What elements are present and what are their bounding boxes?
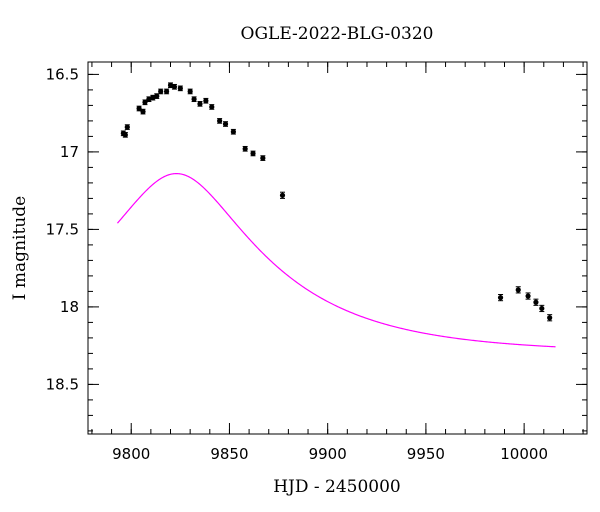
data-marker	[515, 287, 521, 293]
x-tick-label: 9950	[407, 445, 445, 463]
data-point	[515, 286, 521, 294]
y-tick-label: 17.5	[46, 220, 79, 238]
data-point	[230, 128, 236, 135]
data-marker	[525, 293, 531, 299]
data-marker	[539, 305, 545, 312]
y-tick-label: 16.5	[46, 65, 79, 83]
minor-ticks	[88, 62, 587, 434]
data-marker	[547, 315, 553, 321]
data-point	[177, 85, 183, 92]
data-points	[120, 82, 553, 322]
data-marker	[158, 88, 164, 95]
data-point	[203, 97, 209, 104]
y-tick-label: 18.5	[46, 375, 79, 393]
data-marker	[250, 150, 256, 157]
data-marker	[187, 88, 193, 95]
y-tick-labels: 16.5 17 17.5 18 18.5	[46, 65, 79, 393]
data-point	[158, 88, 164, 95]
chart-title: OGLE-2022-BLG-0320	[241, 24, 434, 44]
x-tick-label: 9850	[210, 445, 248, 463]
x-tick-label: 9800	[112, 445, 150, 463]
data-point	[497, 294, 504, 302]
y-axis-label: I magnitude	[10, 196, 30, 300]
x-tick-label: 9900	[309, 445, 347, 463]
data-marker	[171, 84, 178, 90]
data-point	[136, 105, 142, 112]
data-point	[197, 101, 203, 107]
data-point	[279, 191, 286, 199]
major-ticks	[88, 62, 587, 434]
data-marker	[163, 88, 170, 95]
data-point	[217, 118, 223, 124]
plot-frame	[87, 61, 588, 435]
data-marker	[136, 105, 142, 112]
data-marker	[203, 98, 209, 104]
y-tick-label: 18	[60, 298, 79, 316]
data-marker	[217, 118, 223, 124]
x-tick-label: 10000	[500, 445, 548, 463]
data-marker	[209, 104, 215, 110]
data-point	[167, 82, 174, 89]
data-point	[140, 108, 146, 115]
data-marker	[146, 96, 152, 102]
data-point	[187, 88, 193, 95]
data-marker	[222, 121, 229, 127]
model-curve	[117, 172, 556, 348]
data-point	[124, 124, 130, 130]
data-marker	[197, 101, 203, 107]
data-point	[525, 292, 531, 300]
data-marker	[497, 295, 504, 301]
data-point	[209, 104, 215, 110]
data-point	[154, 93, 160, 99]
data-marker	[191, 96, 197, 102]
data-point	[122, 132, 128, 138]
data-point	[171, 83, 178, 90]
data-marker	[167, 82, 174, 88]
data-marker	[142, 99, 148, 105]
data-marker	[122, 132, 128, 138]
data-marker	[260, 155, 266, 161]
y-tick-label: 17	[60, 143, 79, 161]
data-point	[260, 155, 266, 161]
data-marker	[533, 299, 539, 305]
data-marker	[140, 109, 146, 115]
x-tick-labels: 9800 9850 9900 9950 10000	[112, 445, 548, 463]
data-point	[547, 314, 553, 322]
data-marker	[242, 146, 248, 152]
data-point	[222, 121, 229, 127]
data-marker	[154, 93, 160, 99]
data-marker	[124, 124, 130, 130]
data-marker	[279, 192, 286, 198]
data-point	[191, 96, 197, 103]
data-point	[163, 88, 170, 95]
data-marker	[177, 85, 183, 91]
data-marker	[150, 95, 156, 101]
data-point	[539, 304, 545, 313]
data-point	[250, 150, 256, 157]
data-marker	[230, 129, 236, 135]
data-point	[242, 145, 248, 152]
data-point	[533, 298, 539, 306]
x-axis-label: HJD - 2450000	[273, 477, 401, 497]
